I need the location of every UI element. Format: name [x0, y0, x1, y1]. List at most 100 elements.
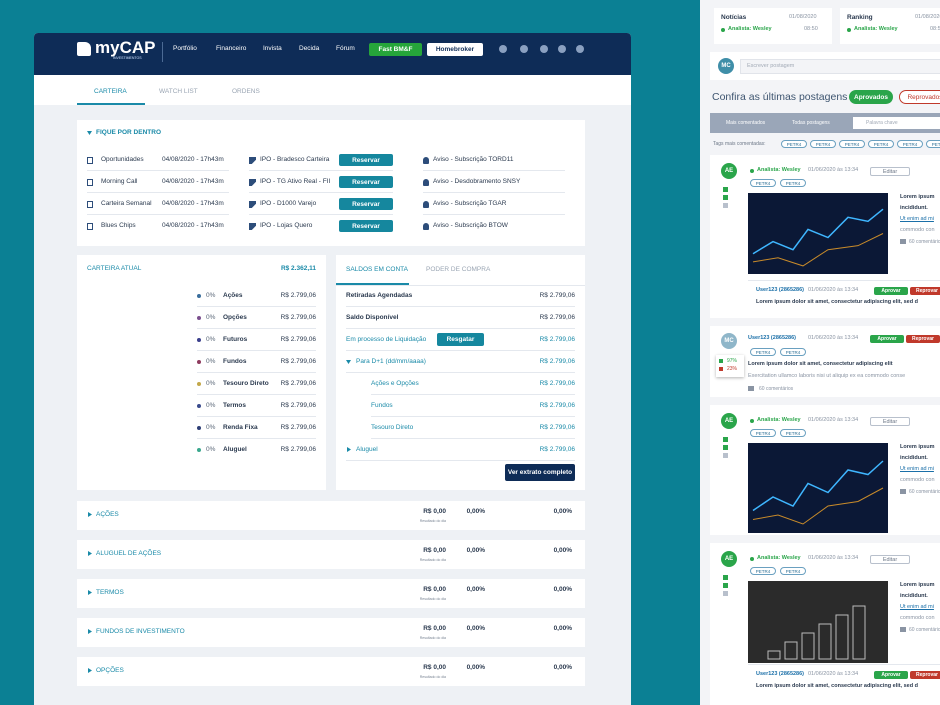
tag[interactable]: PETR4 — [926, 140, 940, 148]
report-name[interactable]: Blues Chips — [101, 222, 136, 230]
summary-card[interactable] — [714, 8, 832, 44]
report-name[interactable]: Carteira Semanal — [101, 200, 152, 208]
header-icon[interactable] — [499, 45, 507, 53]
filter-rejected[interactable]: Reprovados — [899, 90, 940, 104]
comment-count[interactable]: 60 comentários — [909, 238, 940, 245]
header-icon[interactable] — [576, 45, 584, 53]
report-name[interactable]: Oportunidades — [101, 156, 144, 164]
balance-label: Fundos — [371, 402, 393, 410]
tag[interactable]: PETR4 — [868, 140, 894, 148]
ipo-name: IPO - Lojas Quero — [260, 222, 313, 230]
reserve-button[interactable]: Reservar — [339, 154, 393, 166]
nav-link[interactable]: Invista — [263, 45, 282, 53]
notice[interactable]: Aviso - Subscrição TORD11 — [433, 156, 514, 164]
tag[interactable]: PETR4 — [810, 140, 836, 148]
section-change: 0,00% — [553, 508, 572, 516]
reserve-button[interactable]: Reservar — [339, 176, 393, 188]
report-icon — [87, 201, 93, 208]
tag[interactable]: PETR4 — [897, 140, 923, 148]
post-text: incididunt. — [900, 205, 928, 212]
vote-down[interactable] — [723, 453, 728, 458]
tag[interactable]: PETR4 — [780, 348, 806, 356]
reject-button[interactable]: Reprovar — [906, 335, 940, 343]
composer-input[interactable] — [740, 59, 940, 74]
comment-count[interactable]: 60 comentários — [759, 385, 794, 392]
approve-button[interactable]: Aprovar — [870, 335, 904, 343]
item-name: Renda Fixa — [223, 424, 258, 432]
search-input[interactable] — [853, 117, 940, 129]
tag[interactable]: PETR4 — [750, 179, 776, 187]
tag[interactable]: PETR4 — [750, 348, 776, 356]
tag[interactable]: PETR4 — [839, 140, 865, 148]
tag[interactable]: PETR4 — [750, 567, 776, 575]
extrato-button[interactable]: Ver extrato completo — [505, 464, 575, 481]
fast-bmf-button[interactable]: Fast BM&F — [369, 43, 422, 56]
status-icon — [750, 557, 754, 561]
report-name[interactable]: Morning Call — [101, 178, 138, 186]
tag[interactable]: PETR4 — [781, 140, 807, 148]
tag[interactable]: PETR4 — [780, 179, 806, 187]
row-divider — [346, 328, 575, 329]
vote-down[interactable] — [723, 591, 728, 596]
tab[interactable]: CARTEIRA — [94, 88, 127, 96]
tab[interactable]: ORDENS — [232, 88, 260, 96]
vote-up[interactable] — [723, 187, 728, 192]
notice[interactable]: Aviso - Desdobramento SNSY — [433, 178, 521, 186]
reply-date: 01/06/2020 às 13:34 — [808, 287, 859, 294]
post-text: incididunt. — [900, 593, 928, 600]
section-row[interactable] — [77, 540, 585, 569]
resgatar-button[interactable]: Resgatar — [437, 333, 484, 346]
reserve-button[interactable]: Reservar — [339, 220, 393, 232]
edit-button[interactable]: Editar — [870, 555, 910, 564]
nav-link[interactable]: Financeiro — [216, 45, 247, 53]
header-icon[interactable] — [558, 45, 566, 53]
edit-button[interactable]: Editar — [870, 167, 910, 176]
comment-count[interactable]: 60 comentários — [909, 626, 940, 633]
nav-link[interactable]: Portfólio — [173, 45, 197, 53]
edit-button[interactable]: Editar — [870, 417, 910, 426]
section-change: 0,00% — [466, 664, 485, 672]
vote-up[interactable] — [723, 575, 728, 580]
item-name: Futuros — [223, 336, 248, 344]
notice[interactable]: Aviso - Subscrição BTOW — [433, 222, 508, 230]
vote-up[interactable] — [723, 437, 728, 442]
comment-count[interactable]: 60 comentários — [909, 488, 940, 495]
section-row[interactable] — [77, 618, 585, 647]
section-row[interactable] — [77, 657, 585, 686]
item-share: 0% — [206, 358, 216, 366]
nav-link[interactable]: Decida — [299, 45, 320, 53]
section-row[interactable] — [77, 579, 585, 608]
tag[interactable]: PETR4 — [750, 429, 776, 437]
reject-button[interactable]: Reprovar — [910, 287, 940, 295]
row-divider — [197, 350, 316, 351]
legend-dot — [197, 426, 201, 430]
reserve-button[interactable]: Reservar — [339, 198, 393, 210]
tab[interactable]: SALDOS EM CONTA — [346, 266, 409, 274]
vote-down[interactable] — [723, 203, 728, 208]
notice[interactable]: Aviso - Subscrição TGAR — [433, 200, 507, 208]
sort-option[interactable]: Mais comentados — [726, 119, 766, 126]
approve-button[interactable]: Aprovar — [874, 671, 908, 679]
post-image — [748, 443, 888, 533]
reject-button[interactable]: Reprovar — [910, 671, 940, 679]
report-date: 04/08/2020 - 17h43m — [162, 178, 224, 186]
summary-card[interactable] — [840, 8, 940, 44]
header-icon[interactable] — [520, 45, 528, 53]
nav-link[interactable]: Fórum — [336, 45, 355, 53]
tab[interactable]: PODER DE COMPRA — [426, 266, 491, 274]
tag[interactable]: PETR4 — [780, 567, 806, 575]
caret — [88, 590, 92, 595]
filter-approved[interactable]: Aprovados — [849, 90, 893, 104]
caret — [88, 668, 92, 673]
tab[interactable]: WATCH LIST — [159, 88, 198, 96]
tag[interactable]: PETR4 — [780, 429, 806, 437]
header-icon[interactable] — [540, 45, 548, 53]
legend-dot — [197, 382, 201, 386]
section-title: AÇÕES — [96, 511, 119, 519]
approve-button[interactable]: Aprovar — [874, 287, 908, 295]
section-row[interactable] — [77, 501, 585, 530]
balance-label: Aluguel — [356, 446, 378, 454]
card-title: FIQUE POR DENTRO — [96, 129, 162, 137]
homebroker-button[interactable]: Homebroker — [427, 43, 483, 56]
sort-option[interactable]: Todas postagens — [792, 119, 830, 126]
